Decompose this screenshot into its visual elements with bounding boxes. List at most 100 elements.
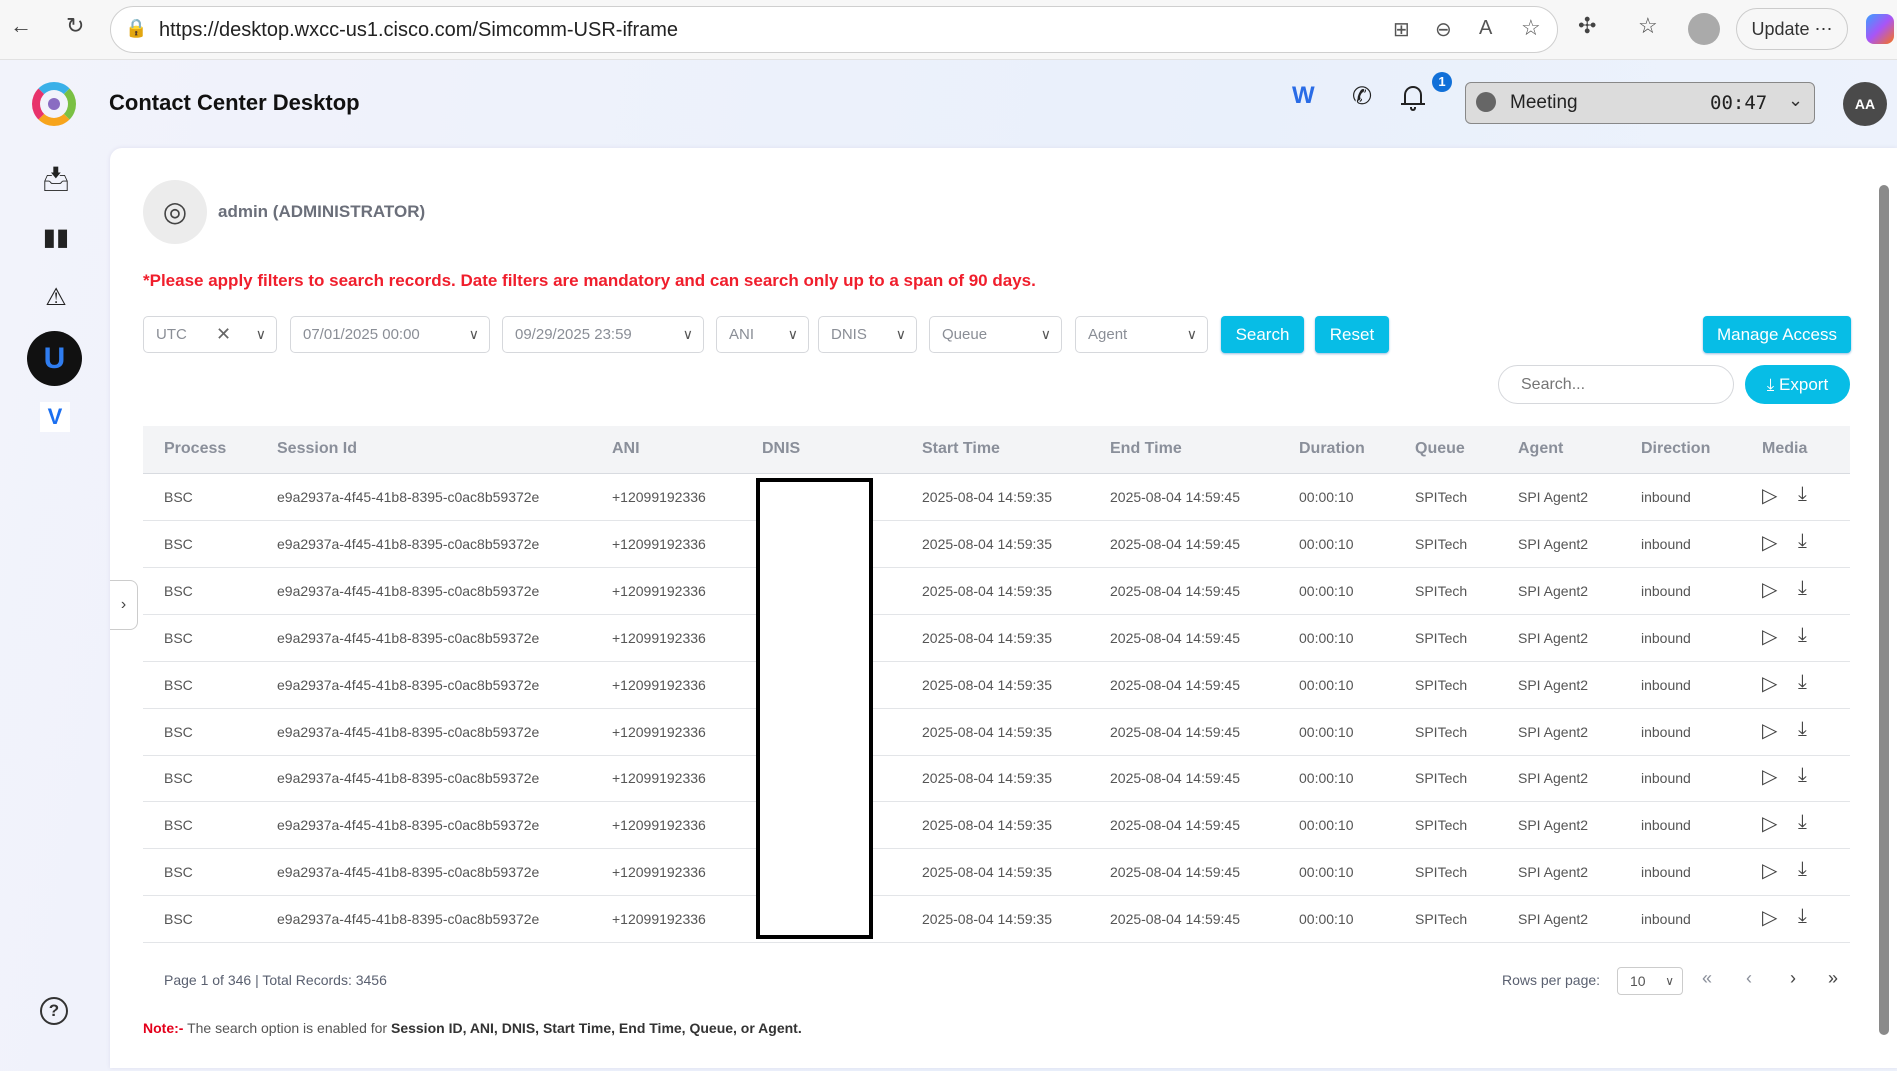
profile-icon[interactable] [1688, 13, 1720, 45]
bar-chart-icon[interactable]: ▮▮ [42, 224, 70, 251]
prev-page-icon[interactable]: ‹ [1746, 968, 1752, 988]
cell-ani: +12099192336 [612, 723, 706, 740]
cell-end: 2025-08-04 14:59:45 [1110, 770, 1240, 787]
status-timer: 00:47 [1710, 92, 1768, 114]
table-row: BSC e9a2937a-4f45-41b8-8395-c0ac8b59372e +… [143, 709, 1850, 756]
manage-access-button[interactable]: Manage Access [1703, 316, 1851, 353]
cell-direction: inbound [1641, 911, 1691, 928]
play-icon[interactable]: ▷ [1762, 625, 1778, 648]
rows-per-page-select[interactable]: 10 ∨ [1617, 967, 1683, 995]
phone-icon[interactable]: ✆ [1352, 83, 1373, 110]
chevron-down-icon: ∨ [895, 326, 906, 342]
webex-icon[interactable]: W [1292, 82, 1315, 109]
back-icon[interactable]: ← [10, 13, 32, 38]
search-input[interactable] [1498, 365, 1734, 404]
download-icon: ⤓ [1766, 375, 1775, 394]
read-aloud-icon[interactable]: A [1479, 17, 1493, 39]
webex-cc-logo [32, 82, 76, 126]
download-icon[interactable]: ⤓ [1798, 623, 1807, 646]
cell-duration: 00:00:10 [1299, 770, 1354, 787]
cell-session_id: e9a2937a-4f45-41b8-8395-c0ac8b59372e [277, 535, 540, 552]
queue-placeholder: Queue [942, 326, 988, 343]
warning-icon[interactable]: ⚠︎ [45, 284, 67, 311]
reload-icon[interactable]: ↻ [66, 13, 85, 38]
favorites-icon[interactable]: ☆ [1638, 13, 1658, 38]
cell-process: BSC [164, 489, 193, 505]
queue-select[interactable]: Queue ∨ [929, 316, 1062, 353]
download-icon[interactable]: ⤓ [1798, 811, 1807, 834]
play-icon[interactable]: ▷ [1762, 907, 1778, 930]
table-row: BSC e9a2937a-4f45-41b8-8395-c0ac8b59372e +… [143, 755, 1850, 803]
cell-start: 2025-08-04 14:59:35 [922, 676, 1052, 693]
cell-direction: inbound [1641, 770, 1691, 787]
play-icon[interactable]: ▷ [1762, 531, 1778, 554]
play-icon[interactable]: ▷ [1762, 719, 1778, 742]
timezone-select[interactable]: UTC ✕ ∨ [143, 316, 277, 353]
filter-notice: *Please apply filters to search records.… [143, 271, 1036, 290]
cell-direction: inbound [1641, 489, 1691, 505]
download-icon[interactable]: ⤓ [1798, 905, 1807, 928]
lock-icon[interactable]: 🔒 [125, 18, 148, 38]
clear-icon[interactable]: ✕ [216, 324, 232, 344]
url-text[interactable]: https://desktop.wxcc-us1.cisco.com/Simco… [159, 19, 679, 41]
inbox-icon[interactable]: 📥︎ [40, 166, 72, 193]
update-button[interactable]: Update ⋯ [1736, 8, 1848, 50]
cell-agent: SPI Agent2 [1518, 911, 1589, 928]
play-icon[interactable]: ▷ [1762, 485, 1778, 507]
search-button[interactable]: Search [1221, 316, 1304, 353]
apps-icon[interactable]: ⊞ [1393, 19, 1410, 41]
cell-duration: 00:00:10 [1299, 864, 1354, 881]
reset-button[interactable]: Reset [1315, 316, 1389, 353]
agent-status-dropdown[interactable]: Meeting 00:47 ⌄ [1465, 82, 1815, 124]
last-page-icon[interactable]: » [1828, 968, 1839, 988]
favorite-star-icon[interactable]: ☆ [1521, 15, 1541, 40]
zoom-out-icon[interactable]: ⊖ [1435, 19, 1452, 41]
play-icon[interactable]: ▷ [1762, 860, 1778, 883]
dnis-select[interactable]: DNIS ∨ [818, 316, 917, 353]
download-icon[interactable]: ⤓ [1798, 764, 1807, 787]
content-card [110, 148, 1897, 1068]
cell-session_id: e9a2937a-4f45-41b8-8395-c0ac8b59372e [277, 629, 540, 646]
play-icon[interactable]: ▷ [1762, 766, 1778, 789]
cell-start: 2025-08-04 14:59:35 [922, 864, 1052, 881]
column-header: DNIS [762, 440, 801, 457]
cell-duration: 00:00:10 [1299, 489, 1354, 505]
user-avatar[interactable]: AA [1843, 82, 1887, 126]
agent-select[interactable]: Agent ∨ [1075, 316, 1208, 353]
cell-end: 2025-08-04 14:59:45 [1110, 723, 1240, 740]
end-date-picker[interactable]: 09/29/2025 23:59 ∨ [502, 316, 704, 353]
bell-icon[interactable] [1400, 82, 1426, 112]
cell-end: 2025-08-04 14:59:45 [1110, 489, 1240, 505]
cell-duration: 00:00:10 [1299, 629, 1354, 646]
user-icon: ◎ [143, 180, 207, 244]
copilot-icon[interactable] [1866, 14, 1894, 44]
start-date-picker[interactable]: 07/01/2025 00:00 ∨ [290, 316, 490, 353]
cell-agent: SPI Agent2 [1518, 723, 1589, 740]
cell-session_id: e9a2937a-4f45-41b8-8395-c0ac8b59372e [277, 582, 540, 599]
download-icon[interactable]: ⤓ [1798, 483, 1807, 505]
extensions-icon[interactable]: ✣ [1578, 13, 1597, 38]
download-icon[interactable]: ⤓ [1798, 858, 1807, 881]
next-page-icon[interactable]: › [1790, 968, 1796, 988]
download-icon[interactable]: ⤓ [1798, 529, 1807, 552]
download-icon[interactable]: ⤓ [1798, 670, 1807, 693]
agent-placeholder: Agent [1088, 326, 1128, 343]
play-icon[interactable]: ▷ [1762, 578, 1778, 601]
address-bar[interactable]: 🔒 https://desktop.wxcc-us1.cisco.com/Sim… [110, 6, 1558, 53]
export-button[interactable]: ⤓ Export [1745, 365, 1850, 404]
cell-direction: inbound [1641, 676, 1691, 693]
cell-queue: SPITech [1415, 723, 1468, 740]
u-app-icon[interactable]: U [27, 331, 82, 386]
play-icon[interactable]: ▷ [1762, 813, 1778, 836]
expand-panel-button[interactable]: › [110, 580, 138, 630]
timezone-value: UTC [156, 326, 187, 343]
scrollbar[interactable] [1879, 185, 1889, 1035]
download-icon[interactable]: ⤓ [1798, 717, 1807, 740]
play-icon[interactable]: ▷ [1762, 672, 1778, 695]
cell-ani: +12099192336 [612, 911, 706, 928]
ani-select[interactable]: ANI ∨ [716, 316, 809, 353]
v-app-icon[interactable]: V [40, 402, 70, 432]
help-icon[interactable]: ? [40, 997, 68, 1025]
first-page-icon[interactable]: « [1702, 968, 1713, 988]
download-icon[interactable]: ⤓ [1798, 576, 1807, 599]
